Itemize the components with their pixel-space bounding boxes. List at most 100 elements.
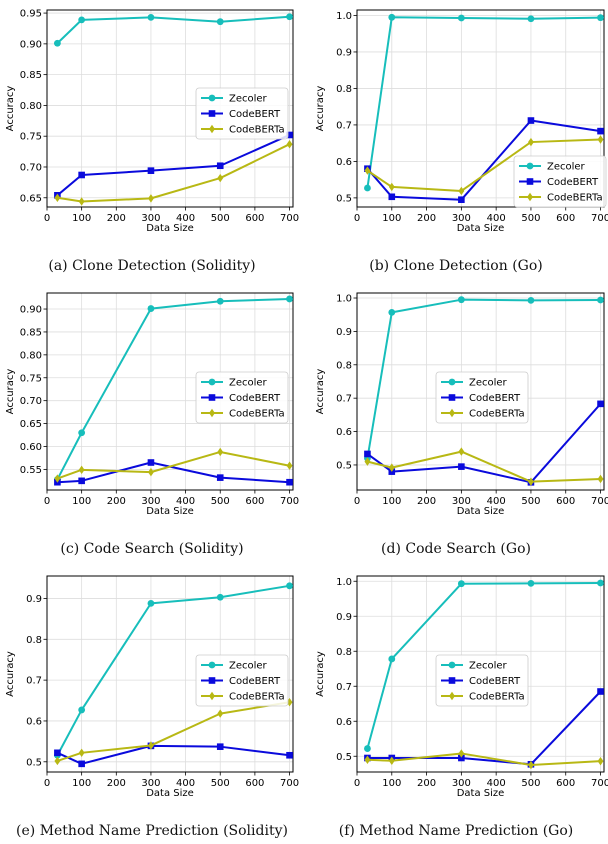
y-tick-label: 1.0 xyxy=(336,577,352,588)
legend-label: CodeBERTa xyxy=(469,409,525,420)
data-point-zecoler xyxy=(53,39,61,47)
data-point-zecoler xyxy=(78,706,86,714)
plot-frame xyxy=(46,292,294,491)
data-point-codebert xyxy=(458,463,465,470)
x-tick-label: 100 xyxy=(382,778,401,789)
data-point-zecoler xyxy=(388,655,396,663)
x-tick-label: 400 xyxy=(487,778,506,789)
legend-label: CodeBERT xyxy=(547,177,599,188)
data-point-codebert xyxy=(364,450,371,458)
x-tick-label: 400 xyxy=(487,496,506,507)
x-tick-label: 500 xyxy=(521,213,540,224)
data-point-zecoler xyxy=(364,184,371,192)
data-point-codeberta xyxy=(78,197,85,206)
data-point-codeberta xyxy=(364,166,371,175)
data-point-codebert xyxy=(216,474,224,481)
x-tick-label: 700 xyxy=(280,213,299,224)
x-tick-label: 700 xyxy=(591,778,608,789)
data-point-codebert xyxy=(216,743,224,750)
data-point-codeberta xyxy=(458,186,465,196)
data-point-codeberta xyxy=(217,709,224,718)
y-tick-label: 0.6 xyxy=(336,717,352,728)
y-tick-label: 0.6 xyxy=(336,157,352,168)
x-tick-label: 0 xyxy=(354,496,360,507)
data-point-codeberta xyxy=(54,193,61,202)
y-tick-label: 0.70 xyxy=(20,396,42,407)
legend-label: Zecoler xyxy=(229,94,268,105)
x-tick-label: 300 xyxy=(452,496,471,507)
x-tick-label: 0 xyxy=(44,778,50,789)
caption-b: (b) Clone Detection (Go) xyxy=(369,258,543,274)
y-tick-label: 0.75 xyxy=(20,373,42,384)
legend-box xyxy=(435,371,529,424)
y-tick-label: 0.55 xyxy=(20,465,42,476)
data-point-codebert xyxy=(597,127,604,135)
y-tick-label: 1.0 xyxy=(336,11,352,22)
data-point-zecoler xyxy=(388,308,396,316)
x-tick-label: 200 xyxy=(107,496,126,507)
data-point-codeberta xyxy=(54,474,61,483)
data-point-zecoler xyxy=(527,15,535,23)
y-tick-label: 0.65 xyxy=(20,419,42,430)
legend-label: CodeBERTa xyxy=(229,125,285,136)
data-point-codeberta xyxy=(597,756,604,766)
legend-swatch-marker xyxy=(208,94,216,102)
legend-swatch-marker xyxy=(208,110,216,117)
x-axis-label: Data Size xyxy=(146,223,194,234)
legend-box xyxy=(195,87,289,140)
legend-label: Zecoler xyxy=(469,378,508,389)
x-tick-label: 0 xyxy=(354,213,360,224)
legend-label: CodeBERT xyxy=(229,393,281,404)
data-point-zecoler xyxy=(457,580,465,588)
data-point-codebert xyxy=(147,459,155,466)
y-tick-label: 0.6 xyxy=(26,716,42,727)
data-point-codeberta xyxy=(364,457,371,466)
y-axis-label: Accuracy xyxy=(5,369,16,415)
data-point-codeberta xyxy=(528,137,534,147)
legend: Zecoler CodeBERT CodeBERTa xyxy=(435,654,529,707)
x-axis-label: Data Size xyxy=(457,788,505,799)
x-tick-label: 600 xyxy=(245,213,264,224)
legend: Zecoler CodeBERT CodeBERTa xyxy=(195,87,289,140)
data-point-codebert xyxy=(78,171,85,179)
data-point-codeberta xyxy=(54,756,61,766)
x-tick-label: 500 xyxy=(521,496,540,507)
y-tick-label: 0.9 xyxy=(336,612,352,623)
x-tick-label: 200 xyxy=(417,496,436,507)
y-tick-label: 0.65 xyxy=(20,193,42,204)
x-tick-label: 200 xyxy=(107,213,126,224)
caption-d: (d) Code Search (Go) xyxy=(381,541,531,557)
data-point-zecoler xyxy=(286,582,293,590)
data-point-codeberta xyxy=(597,135,604,144)
x-tick-label: 500 xyxy=(521,778,540,789)
legend: Zecoler CodeBERT CodeBERTa xyxy=(195,371,289,424)
data-point-codeberta xyxy=(148,194,154,203)
legend-label: Zecoler xyxy=(229,661,268,672)
data-point-codeberta xyxy=(217,447,224,457)
y-tick-label: 0.5 xyxy=(26,757,42,768)
data-point-zecoler xyxy=(286,13,293,21)
legend-label: Zecoler xyxy=(229,378,268,389)
x-tick-label: 100 xyxy=(382,213,401,224)
data-point-codebert xyxy=(597,400,604,408)
legend-swatch-marker xyxy=(208,378,216,386)
data-point-zecoler xyxy=(216,297,224,305)
legend-box xyxy=(195,371,289,424)
legend-swatch-marker xyxy=(526,178,534,185)
y-tick-label: 0.5 xyxy=(336,193,352,204)
x-tick-label: 200 xyxy=(107,778,126,789)
legend-label: CodeBERT xyxy=(469,676,521,687)
chart-panel-c: 0 100 200 300 400 500 600 700 0.55 0.60 0.65 0.70 0.… xyxy=(5,292,299,517)
y-tick-label: 0.95 xyxy=(20,9,42,20)
data-point-codeberta xyxy=(388,182,395,192)
data-point-codebert xyxy=(286,751,293,759)
x-tick-label: 300 xyxy=(452,778,471,789)
y-tick-label: 0.7 xyxy=(336,120,352,131)
x-axis-label: Data Size xyxy=(146,788,194,799)
data-point-zecoler xyxy=(457,296,465,304)
legend-label: CodeBERTa xyxy=(469,692,525,703)
data-point-zecoler xyxy=(216,593,224,601)
x-tick-label: 0 xyxy=(354,778,360,789)
x-tick-label: 600 xyxy=(556,778,575,789)
